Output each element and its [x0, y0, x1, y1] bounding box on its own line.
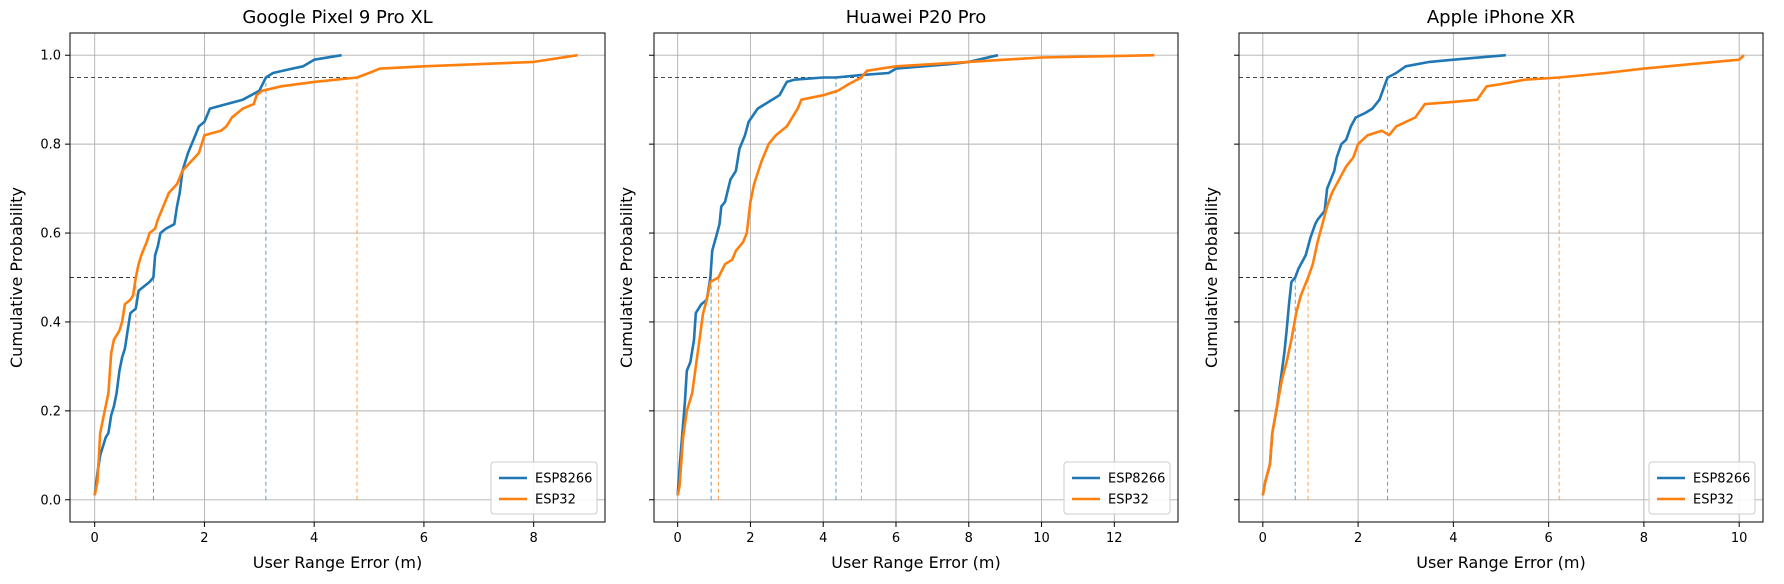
x-tick-label: 10 [1033, 531, 1050, 546]
y-axis-label: Cumulative Probability [617, 187, 636, 368]
y-tick-label: 0.6 [40, 227, 61, 242]
legend-label: ESP8266 [535, 472, 592, 487]
legend-label: ESP8266 [1108, 472, 1165, 487]
series-line-ESP32 [1261, 54, 1745, 496]
x-tick-label: 12 [1106, 531, 1123, 546]
legend-label: ESP32 [535, 493, 576, 508]
x-tick-label: 6 [1544, 531, 1552, 546]
y-tick-label: 0.2 [40, 404, 61, 419]
legend-label: ESP32 [1108, 493, 1149, 508]
x-tick-label: 6 [892, 531, 900, 546]
x-tick-label: 0 [1259, 531, 1267, 546]
y-tick-label: 1.0 [40, 49, 61, 64]
legend-box [490, 461, 598, 515]
x-tick-label: 2 [200, 531, 208, 546]
x-tick-label: 6 [420, 531, 428, 546]
plot-area [1239, 53, 1745, 500]
x-axis-label: User Range Error (m) [831, 553, 1001, 572]
y-tick-label: 0.4 [40, 315, 61, 330]
y-axis-label: Cumulative Probability [1202, 187, 1221, 368]
series-line-ESP32 [676, 53, 1155, 496]
legend-box [1648, 461, 1756, 515]
chart-title: Apple iPhone XR [1427, 7, 1575, 28]
x-tick-label: 0 [91, 531, 99, 546]
x-tick-label: 0 [674, 531, 682, 546]
x-tick-label: 4 [310, 531, 318, 546]
legend-label: ESP8266 [1693, 472, 1750, 487]
legend: ESP8266 ESP32 [490, 461, 598, 515]
chart-panel-0: 0 2 4 6 8 0.0 0.2 0.4 0.6 0.8 1.0 Google Pixel 9 Pr… [7, 7, 606, 572]
plot-frame [1238, 32, 1764, 523]
series-line-ESP8266 [676, 53, 999, 496]
x-tick-label: 10 [1731, 531, 1748, 546]
x-tick-label: 4 [1449, 531, 1457, 546]
plot-area [654, 53, 1155, 500]
chart-title: Huawei P20 Pro [846, 7, 987, 28]
plot-frame [69, 32, 606, 523]
legend: ESP8266 ESP32 [1648, 461, 1756, 515]
x-tick-label: 4 [819, 531, 827, 546]
series-line-ESP8266 [1261, 53, 1506, 496]
plot-area [70, 53, 578, 500]
y-axis-label: Cumulative Probability [7, 187, 26, 368]
legend-box [1063, 461, 1171, 515]
plot-frame [653, 32, 1179, 523]
series-line-ESP32 [93, 53, 578, 496]
chart-title: Google Pixel 9 Pro XL [242, 7, 432, 28]
legend-label: ESP32 [1693, 493, 1734, 508]
x-tick-label: 8 [965, 531, 973, 546]
chart-panel-2: 0 2 4 6 8 10 Apple iPhone XR User Range Error (… [1202, 7, 1764, 572]
x-tick-label: 2 [746, 531, 754, 546]
x-tick-label: 8 [530, 531, 538, 546]
legend: ESP8266 ESP32 [1063, 461, 1171, 515]
x-axis-label: User Range Error (m) [1416, 553, 1586, 572]
x-axis-label: User Range Error (m) [253, 553, 423, 572]
chart-panel-1: 0 2 4 6 8 10 12 Huawei P20 Pro User Range Error … [617, 7, 1179, 572]
x-tick-label: 8 [1640, 531, 1648, 546]
series-line-ESP8266 [93, 53, 342, 496]
y-tick-label: 0.8 [40, 138, 61, 153]
x-tick-label: 2 [1354, 531, 1362, 546]
y-tick-label: 0.0 [40, 493, 61, 508]
